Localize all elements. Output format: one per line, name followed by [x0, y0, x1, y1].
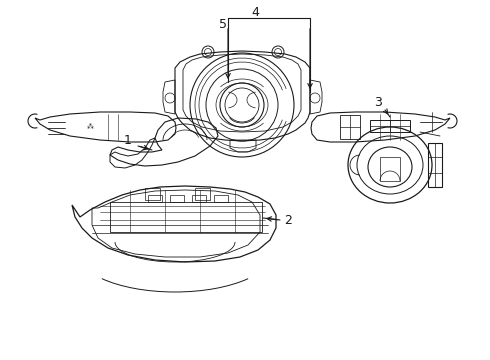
Text: 4: 4	[251, 5, 259, 18]
Text: ⁂: ⁂	[87, 124, 94, 130]
Text: 5: 5	[219, 18, 227, 31]
Text: 1: 1	[124, 134, 132, 147]
Text: 3: 3	[374, 96, 382, 109]
Text: 2: 2	[284, 213, 292, 226]
